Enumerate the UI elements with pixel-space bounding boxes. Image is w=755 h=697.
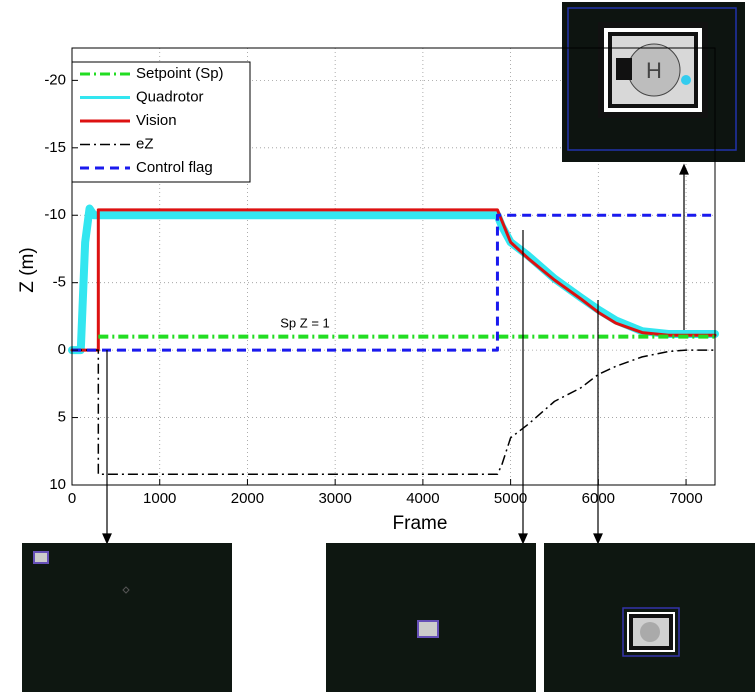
legend-label: Vision xyxy=(136,112,177,129)
svg-text:H: H xyxy=(646,58,662,83)
y-tick-label: 5 xyxy=(58,409,66,426)
x-axis-label: Frame xyxy=(393,513,448,534)
y-tick-label: -20 xyxy=(44,71,66,88)
legend-label: Quadrotor xyxy=(136,88,204,105)
x-tick-label: 7000 xyxy=(669,490,702,507)
annotation: Sp Z = 1 xyxy=(280,315,330,330)
y-tick-label: 10 xyxy=(49,476,66,493)
x-tick-label: 5000 xyxy=(494,490,527,507)
legend-label: eZ xyxy=(136,135,154,152)
y-tick-label: -10 xyxy=(44,206,66,223)
y-tick-label: 0 xyxy=(58,341,66,358)
x-tick-label: 4000 xyxy=(406,490,439,507)
legend-label: Setpoint (Sp) xyxy=(136,65,224,82)
x-tick-label: 0 xyxy=(68,490,76,507)
x-tick-label: 2000 xyxy=(231,490,264,507)
y-tick-label: -15 xyxy=(44,139,66,156)
y-tick-label: -5 xyxy=(53,274,66,291)
legend: Setpoint (Sp) Quadrotor Vision eZ Control fl… xyxy=(72,62,250,182)
x-tick-label: 3000 xyxy=(318,490,351,507)
x-tick-label: 1000 xyxy=(143,490,176,507)
legend-label: Control flag xyxy=(136,159,213,176)
figure: Frame Z (m) Sp Z = 1 H Setpoint ( xyxy=(0,0,755,692)
inset-images xyxy=(22,543,755,692)
x-tick-label: 6000 xyxy=(582,490,615,507)
inset-image: H xyxy=(562,2,745,162)
y-axis-label: Z (m) xyxy=(17,247,38,292)
